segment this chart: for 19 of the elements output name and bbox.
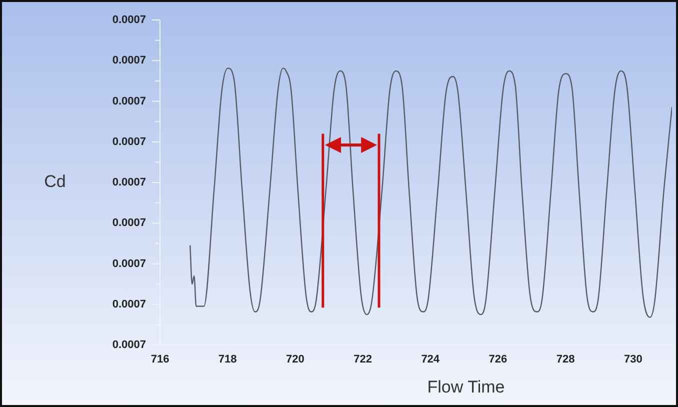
text: 0.0007 [112,217,146,230]
x-tick-label: 730 [624,354,642,366]
x-tick-label: 728 [556,354,575,366]
x-tick-label: 724 [421,354,440,366]
x-tick-label: 716 [150,354,170,366]
text: 0.0007 [112,14,146,26]
x-tick-label: 726 [488,354,508,366]
x-tick-label: 722 [354,354,372,366]
text: 0.0007 [112,258,146,270]
text: 0.0007 [112,95,146,108]
x-tick-label: 720 [286,354,304,366]
text: 0.0007 [112,54,146,67]
text: 0.0007 [112,176,146,189]
y-axis-title: Cd [44,172,66,192]
text: 0.0007 [112,298,146,310]
text: 0.0007 [112,339,146,352]
x-axis-title: Flow Time [427,378,505,397]
x-tick-label: 718 [218,354,237,366]
text: 0.0007 [112,136,146,148]
